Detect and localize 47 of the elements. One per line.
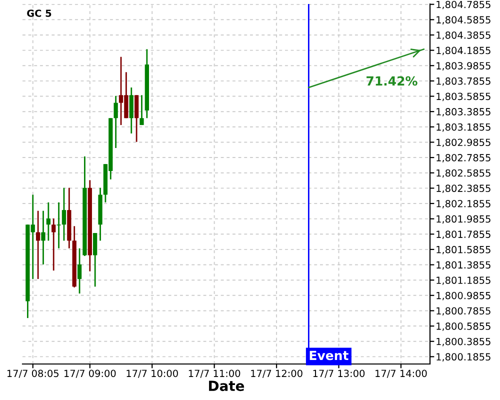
candlestick <box>62 187 66 242</box>
x-axis-title: Date <box>209 380 244 392</box>
y-tick-label: 1,801.5855 <box>436 246 490 254</box>
y-tick-label: 1,804.5855 <box>436 16 490 24</box>
y-tick-label: 1,801.3855 <box>436 261 490 270</box>
candlestick <box>93 232 98 288</box>
x-tick-label: 17/7 14:00 <box>376 370 427 378</box>
x-tick-label: 17/7 08:05 <box>7 370 58 378</box>
annotation: 71.42% <box>366 76 418 86</box>
candlestick <box>36 210 40 280</box>
y-tick-label: 1,802.9855 <box>436 138 490 148</box>
y-tick-label: 1,803.9855 <box>436 62 490 70</box>
y-tick-label: 1,802.3855 <box>436 184 490 193</box>
x-tick-label: 17/7 10:00 <box>126 370 178 378</box>
y-tick-label: 1,801.9855 <box>436 215 490 224</box>
x-tick-label: 17/7 13:00 <box>313 370 365 378</box>
y-tick-label: 1,800.1855 <box>436 353 490 362</box>
candlestick <box>114 95 118 149</box>
candlestick <box>52 218 56 272</box>
y-tick-label: 1,803.7855 <box>436 77 490 86</box>
y-tick-label: 1,800.3855 <box>436 338 490 346</box>
x-tick-label: 17/7 09:00 <box>64 370 116 378</box>
x-tick-label: 17/7 12:00 <box>251 370 302 378</box>
chart-title: GC 5 <box>27 10 52 17</box>
y-tick-label: 1,800.5855 <box>436 322 490 331</box>
y-tick-label: 1,801.7855 <box>436 230 490 239</box>
candlestick <box>41 210 46 266</box>
y-tick-label: 1,804.3855 <box>436 31 490 40</box>
candlestick <box>56 202 61 250</box>
y-tick-label: 1,803.5855 <box>436 92 490 102</box>
x-tick-label: 17/7 11:00 <box>188 370 240 378</box>
ref-line-label: Event <box>310 350 348 360</box>
candlestick <box>134 94 139 143</box>
y-tick-label: 1,802.5855 <box>436 169 490 178</box>
y-tick-label: 1,803.3855 <box>436 108 490 116</box>
candlestick <box>77 248 82 294</box>
y-tick-label: 1,801.1855 <box>436 276 490 285</box>
y-tick-label: 1,803.1855 <box>436 123 490 132</box>
y-tick-label: 1,800.7855 <box>436 307 490 316</box>
candlestick <box>129 86 134 134</box>
candlestick <box>140 94 144 126</box>
candlestick <box>46 202 50 242</box>
y-tick-label: 1,802.1855 <box>436 200 490 208</box>
y-tick-label: 1,804.1855 <box>436 46 490 56</box>
y-tick-label: 1,804.7855 <box>436 0 490 10</box>
y-tick-label: 1,802.7855 <box>436 154 490 162</box>
y-tick-label: 1,800.9855 <box>436 292 490 300</box>
